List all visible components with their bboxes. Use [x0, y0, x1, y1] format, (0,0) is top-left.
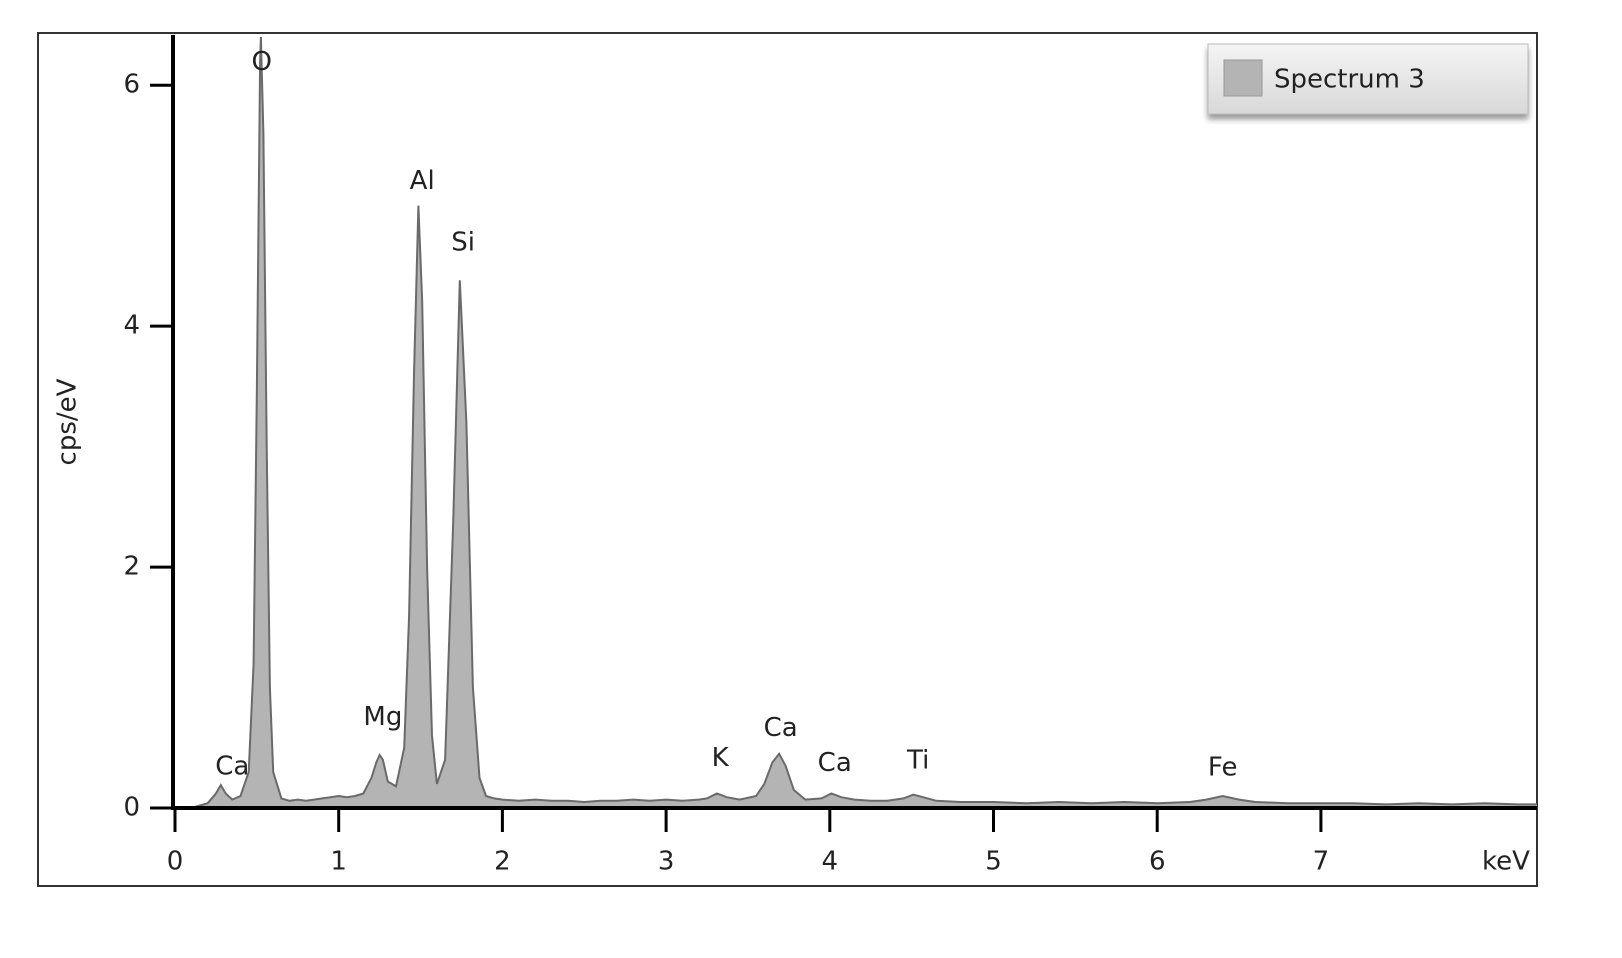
plot-area — [191, 36, 1537, 808]
legend: Spectrum 3 — [1207, 43, 1529, 115]
legend-label: Spectrum 3 — [1274, 65, 1425, 95]
spectrum-area — [191, 37, 1537, 808]
peak-label: Mg — [363, 702, 402, 732]
x-tick-label: 6 — [1149, 847, 1166, 877]
peak-label: Ca — [764, 713, 798, 743]
x-tick-label: 4 — [822, 847, 839, 877]
x-axis-label: keV — [1482, 847, 1530, 877]
y-tick-label: 6 — [123, 70, 140, 100]
frame — [37, 32, 1538, 887]
x-tick-label: 0 — [167, 847, 184, 877]
y-axis-label: cps/eV — [53, 378, 83, 465]
y-tick-label: 2 — [123, 552, 140, 582]
peak-label: Al — [410, 166, 435, 196]
x-tick-label: 3 — [658, 847, 675, 877]
x-tick-label: 2 — [494, 847, 511, 877]
legend-swatch — [1223, 59, 1263, 97]
peak-label: Ca — [818, 748, 852, 778]
peak-label: O — [252, 47, 272, 77]
peak-label: K — [712, 743, 730, 773]
peak-label: Ca — [215, 752, 249, 782]
spectrum-line — [191, 36, 1537, 808]
peak-label: Si — [451, 228, 475, 258]
x-tick-label: 1 — [330, 847, 347, 877]
y-tick-label: 0 — [123, 793, 140, 823]
peak-label: Fe — [1208, 753, 1238, 783]
y-tick-label: 4 — [123, 311, 140, 341]
x-tick-label: 7 — [1313, 847, 1330, 877]
peak-label: Ti — [906, 746, 929, 776]
x-tick-label: 5 — [985, 847, 1002, 877]
